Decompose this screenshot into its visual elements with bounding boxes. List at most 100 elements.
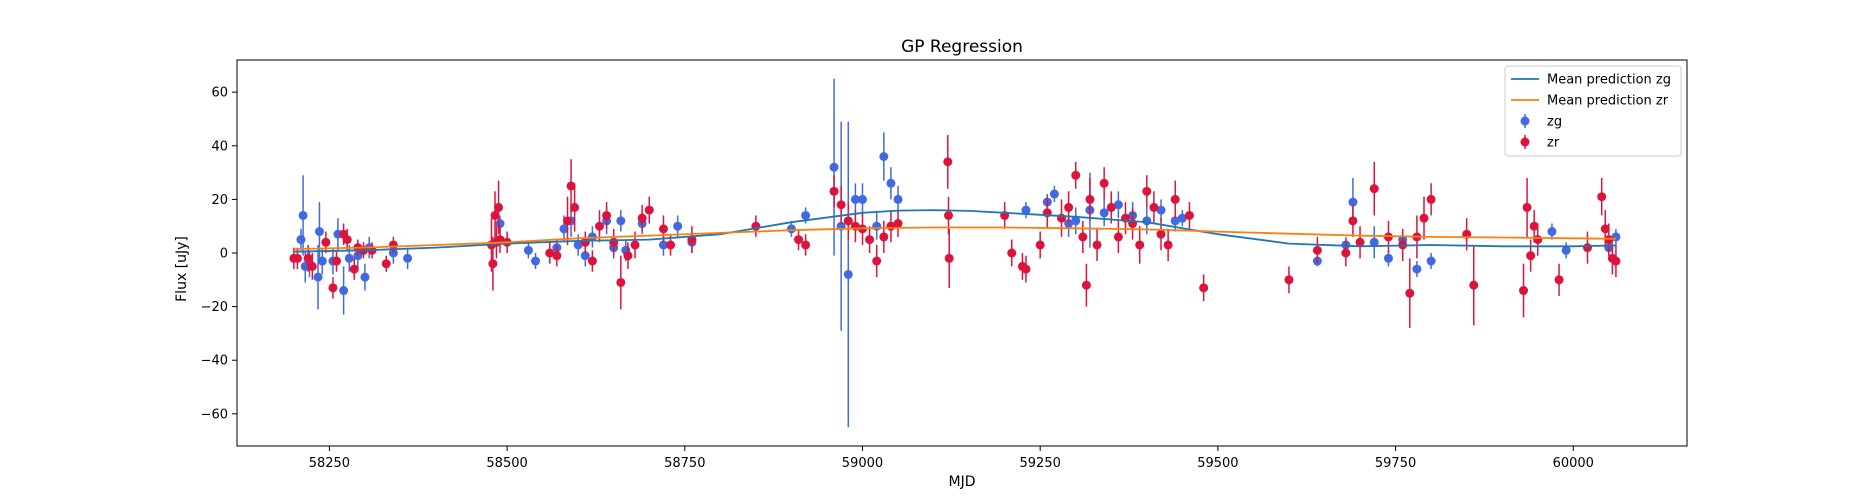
data-point xyxy=(616,216,626,226)
data-point xyxy=(1142,186,1152,196)
data-point xyxy=(893,219,903,229)
legend-label: Mean prediction zg xyxy=(1547,73,1671,88)
data-point xyxy=(573,240,583,250)
data-point xyxy=(872,221,882,231)
data-point xyxy=(637,213,647,223)
data-point xyxy=(1099,208,1109,218)
data-point xyxy=(1369,237,1379,247)
data-point xyxy=(595,221,604,231)
data-point xyxy=(559,224,569,234)
x-tick-label: 58750 xyxy=(664,456,705,471)
data-point xyxy=(1529,221,1539,231)
data-point xyxy=(1163,240,1173,250)
legend: Mean prediction zg Mean prediction zr zg zr xyxy=(1504,65,1682,157)
data-point xyxy=(829,162,839,172)
data-point xyxy=(360,272,370,282)
data-point xyxy=(1021,205,1031,215)
data-point xyxy=(303,253,313,263)
data-point xyxy=(1071,170,1081,180)
y-axis-label: Flux [uJy] xyxy=(174,236,190,302)
data-point xyxy=(786,224,796,234)
data-point xyxy=(658,240,668,250)
data-point xyxy=(494,202,504,212)
data-point xyxy=(1519,286,1529,296)
data-point xyxy=(1184,210,1194,220)
data-point xyxy=(1284,275,1294,285)
data-point xyxy=(616,277,626,287)
data-point xyxy=(570,202,580,212)
data-point xyxy=(552,251,562,261)
data-point xyxy=(587,256,597,266)
data-point xyxy=(801,240,811,250)
x-tick-label: 59000 xyxy=(842,456,883,471)
y-tick-label: 20 xyxy=(211,193,228,208)
data-point xyxy=(1085,194,1095,204)
data-point xyxy=(1106,202,1116,212)
plot-frame xyxy=(236,59,1688,447)
y-axis: −60 −40 −20 0 20 40 60 xyxy=(201,86,237,422)
data-point xyxy=(1312,245,1322,255)
data-point xyxy=(879,152,889,161)
data-point xyxy=(843,216,853,226)
data-point xyxy=(872,256,882,266)
data-point xyxy=(1522,202,1532,212)
data-point xyxy=(843,269,853,279)
data-point xyxy=(317,256,327,266)
plot-area xyxy=(289,78,1621,428)
data-point xyxy=(1149,202,1159,212)
data-point xyxy=(1355,237,1365,247)
data-point xyxy=(328,283,338,293)
data-point xyxy=(623,251,633,261)
data-point xyxy=(566,181,576,191)
legend-label: Mean prediction zr xyxy=(1547,94,1669,109)
data-point xyxy=(349,264,359,274)
data-point xyxy=(580,251,590,261)
data-point xyxy=(1526,251,1536,261)
data-point xyxy=(1341,248,1351,258)
data-point xyxy=(1348,197,1358,207)
data-point xyxy=(388,240,398,250)
y-tick-label: −60 xyxy=(201,407,228,422)
data-point xyxy=(1419,213,1429,223)
data-point xyxy=(857,194,867,204)
data-point xyxy=(602,210,612,220)
data-point xyxy=(332,256,342,266)
data-point xyxy=(829,186,839,196)
data-point xyxy=(296,235,306,245)
data-point xyxy=(801,210,811,220)
data-point xyxy=(943,157,953,167)
series-zr xyxy=(289,135,1621,329)
data-point xyxy=(630,240,640,250)
legend-marker-swatch xyxy=(1520,137,1530,147)
plot-marks xyxy=(289,78,1621,428)
data-point xyxy=(1021,264,1031,274)
chart-title: GP Regression xyxy=(901,37,1023,57)
data-point xyxy=(879,232,889,242)
data-point xyxy=(321,237,331,247)
data-point xyxy=(1049,189,1059,199)
data-point xyxy=(580,237,590,247)
data-point xyxy=(1081,280,1091,290)
data-point xyxy=(490,210,500,220)
data-point xyxy=(1177,213,1187,223)
data-point xyxy=(292,253,302,263)
series-zg xyxy=(296,78,1621,428)
data-point xyxy=(644,205,654,215)
data-point xyxy=(943,210,953,220)
data-point xyxy=(836,200,846,210)
data-point xyxy=(658,224,668,234)
data-point xyxy=(944,253,954,263)
data-point xyxy=(1369,184,1379,194)
data-point xyxy=(794,235,804,245)
y-tick-label: 60 xyxy=(211,86,228,101)
data-point xyxy=(1078,232,1088,242)
y-tick-label: −20 xyxy=(201,300,228,315)
x-tick-label: 58500 xyxy=(486,456,527,471)
data-point xyxy=(1533,235,1543,245)
data-point xyxy=(298,210,308,220)
legend-box xyxy=(1504,65,1682,157)
data-point xyxy=(381,259,391,269)
data-point xyxy=(1071,216,1081,226)
x-tick-label: 60000 xyxy=(1553,456,1594,471)
data-point xyxy=(1199,283,1209,293)
